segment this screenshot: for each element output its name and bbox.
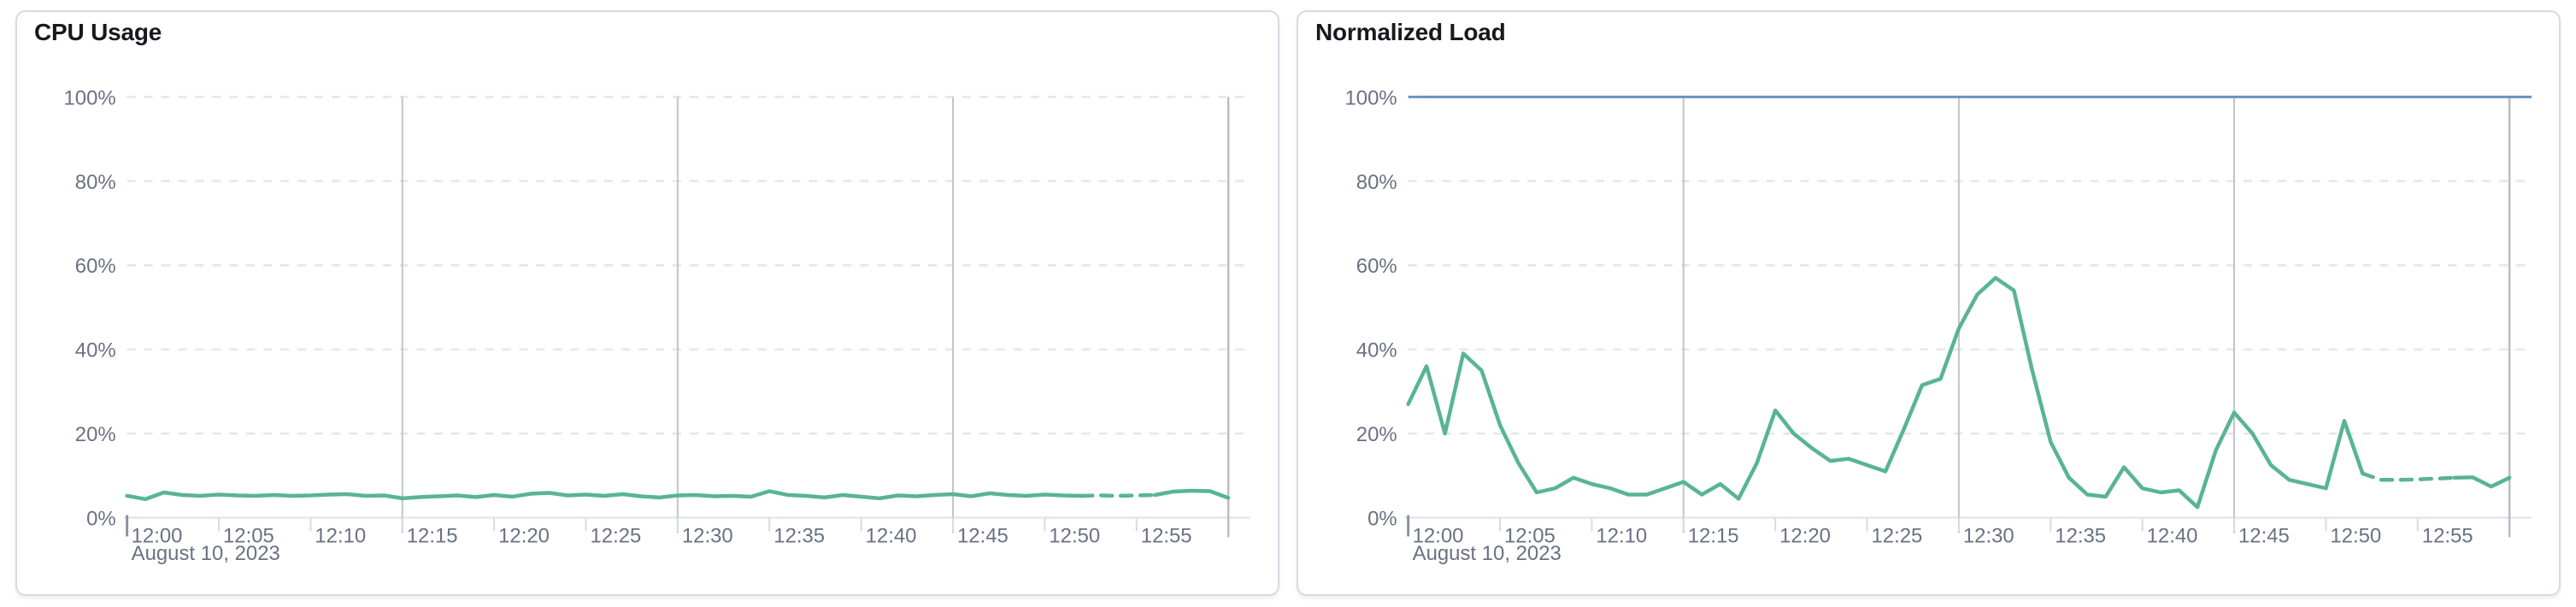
series-line-solid bbox=[125, 489, 1084, 502]
x-axis-label: 12:30 bbox=[682, 524, 733, 547]
date-label: August 10, 2023 bbox=[132, 542, 280, 565]
x-axis-label: 12:35 bbox=[2055, 524, 2106, 547]
y-axis-label: 60% bbox=[75, 255, 116, 278]
x-axis-label: 12:25 bbox=[1872, 524, 1923, 547]
y-axis-label: 40% bbox=[75, 339, 116, 362]
series-line-solid bbox=[1406, 275, 2365, 510]
x-axis-label: 12:50 bbox=[2330, 524, 2381, 547]
date-label: August 10, 2023 bbox=[1413, 542, 1561, 565]
x-axis-label: 12:50 bbox=[1049, 524, 1100, 547]
x-axis-label: 12:15 bbox=[407, 524, 458, 547]
series-line-dashed bbox=[1079, 492, 1157, 498]
y-axis-label: 20% bbox=[1356, 423, 1397, 446]
y-axis-label: 20% bbox=[75, 423, 116, 446]
x-axis-label: 12:40 bbox=[2147, 524, 2198, 547]
x-axis-label: 12:05 bbox=[1504, 524, 1556, 547]
y-axis-label: 100% bbox=[1345, 86, 1397, 109]
y-axis-label: 60% bbox=[1356, 255, 1397, 278]
series-line-dashed bbox=[2361, 471, 2456, 482]
normalized-load-panel-title: Normalized Load bbox=[1315, 19, 1506, 45]
normalized-load-chart[interactable]: 100% 80% 60% 40% 20% 0% 12:00 12:05 12:10 12:15 12… bbox=[1298, 12, 2559, 594]
x-axis-label: 12:20 bbox=[1779, 524, 1831, 547]
x-axis-label: 12:00 bbox=[132, 524, 183, 547]
cpu-usage-chart[interactable]: 100% 80% 60% 40% 20% 0% 12:00 12:05 12:10 12:15 12… bbox=[17, 12, 1278, 594]
x-axis-label: 12:45 bbox=[2238, 524, 2290, 547]
x-axis-label: 12:10 bbox=[315, 524, 366, 547]
x-axis-label: 12:45 bbox=[957, 524, 1009, 547]
x-axis-label: 12:35 bbox=[773, 524, 825, 547]
x-axis-label: 12:20 bbox=[498, 524, 550, 547]
x-axis-label: 12:05 bbox=[223, 524, 274, 547]
x-axis-label: 12:25 bbox=[591, 524, 642, 547]
y-axis-label: 80% bbox=[75, 171, 116, 194]
y-axis-label: 0% bbox=[86, 508, 116, 531]
x-axis-label: 12:15 bbox=[1688, 524, 1739, 547]
x-axis-label: 12:30 bbox=[1963, 524, 2014, 547]
series-line-tail bbox=[2452, 475, 2512, 489]
x-axis-label: 12:10 bbox=[1596, 524, 1647, 547]
x-axis-label: 12:40 bbox=[866, 524, 917, 547]
x-axis-label: 12:55 bbox=[2422, 524, 2473, 547]
panel-cpu-usage: CPU Usage 100% 80% 60% 40% 20% 0% 12:00 12:05 12… bbox=[15, 10, 1279, 596]
y-axis-label: 40% bbox=[1356, 339, 1397, 362]
cpu-usage-panel-title: CPU Usage bbox=[34, 19, 162, 45]
x-axis-label: 12:00 bbox=[1413, 524, 1464, 547]
y-axis-label: 80% bbox=[1356, 171, 1397, 194]
x-axis-label: 12:55 bbox=[1141, 524, 1192, 547]
panel-normalized-load: Normalized Load 100% 80% 60% 40% 20% 0% 12:00 1… bbox=[1297, 10, 2561, 596]
y-axis-label: 0% bbox=[1367, 508, 1397, 531]
y-axis-label: 100% bbox=[64, 86, 116, 109]
series-line-tail bbox=[1153, 488, 1231, 500]
